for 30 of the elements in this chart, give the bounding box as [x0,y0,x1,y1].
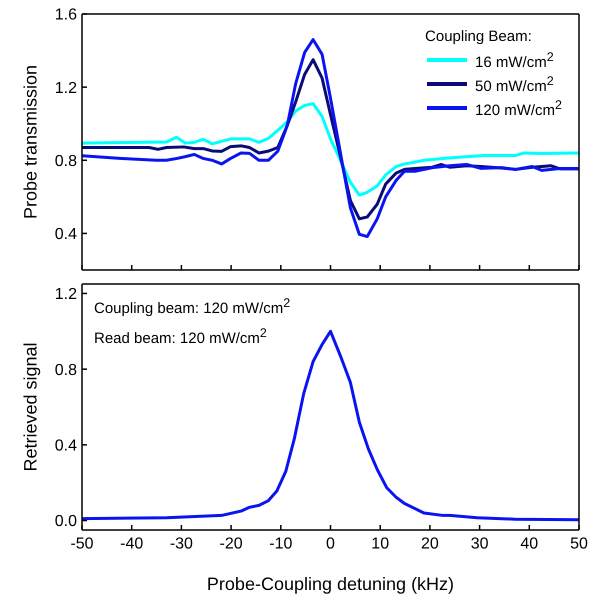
x-tick-label: 40 [520,535,538,552]
x-tick-label: -10 [269,535,292,552]
legend-title: Coupling Beam: [425,28,532,45]
annotation: Coupling beam: 120 mW/cm$^{2}$ [94,296,290,317]
line-series [82,102,579,197]
x-tick-label: -50 [70,535,94,552]
x-tick-label: 20 [421,535,439,552]
y-axis-title: Retrieved signal [20,342,40,472]
x-tick-label: -40 [120,535,144,552]
y-tick-label: 1.2 [54,286,78,304]
legend-label: 16 mW/cm$^{2}$ [475,50,554,70]
x-axis-title: Probe-Coupling detuning (kHz) [206,574,454,594]
x-tick-label: 0 [326,535,336,552]
x-tick-label: 10 [371,535,390,552]
y-tick-label: 0.4 [54,438,78,455]
x-tick-label: 50 [570,535,588,552]
annotation: Read beam: 120 mW/cm$^{2}$ [94,326,267,347]
y-axis-title: Probe transmission [20,64,40,220]
x-tick-label: 30 [470,535,489,552]
y-tick-label: 0.8 [54,362,78,379]
y-tick-label: 0.0 [54,513,78,530]
y-tick-label: 1.2 [54,80,78,97]
y-tick-label: 0.4 [54,226,78,244]
x-tick-label: -20 [220,535,243,552]
legend-label: 120 mW/cm$^{2}$ [475,98,562,118]
legend-label: 50 mW/cm$^{2}$ [475,74,554,94]
line-series [82,330,579,522]
y-tick-label: 1.6 [54,6,78,24]
y-tick-label: 0.8 [54,152,78,170]
x-tick-label: -30 [170,535,194,552]
